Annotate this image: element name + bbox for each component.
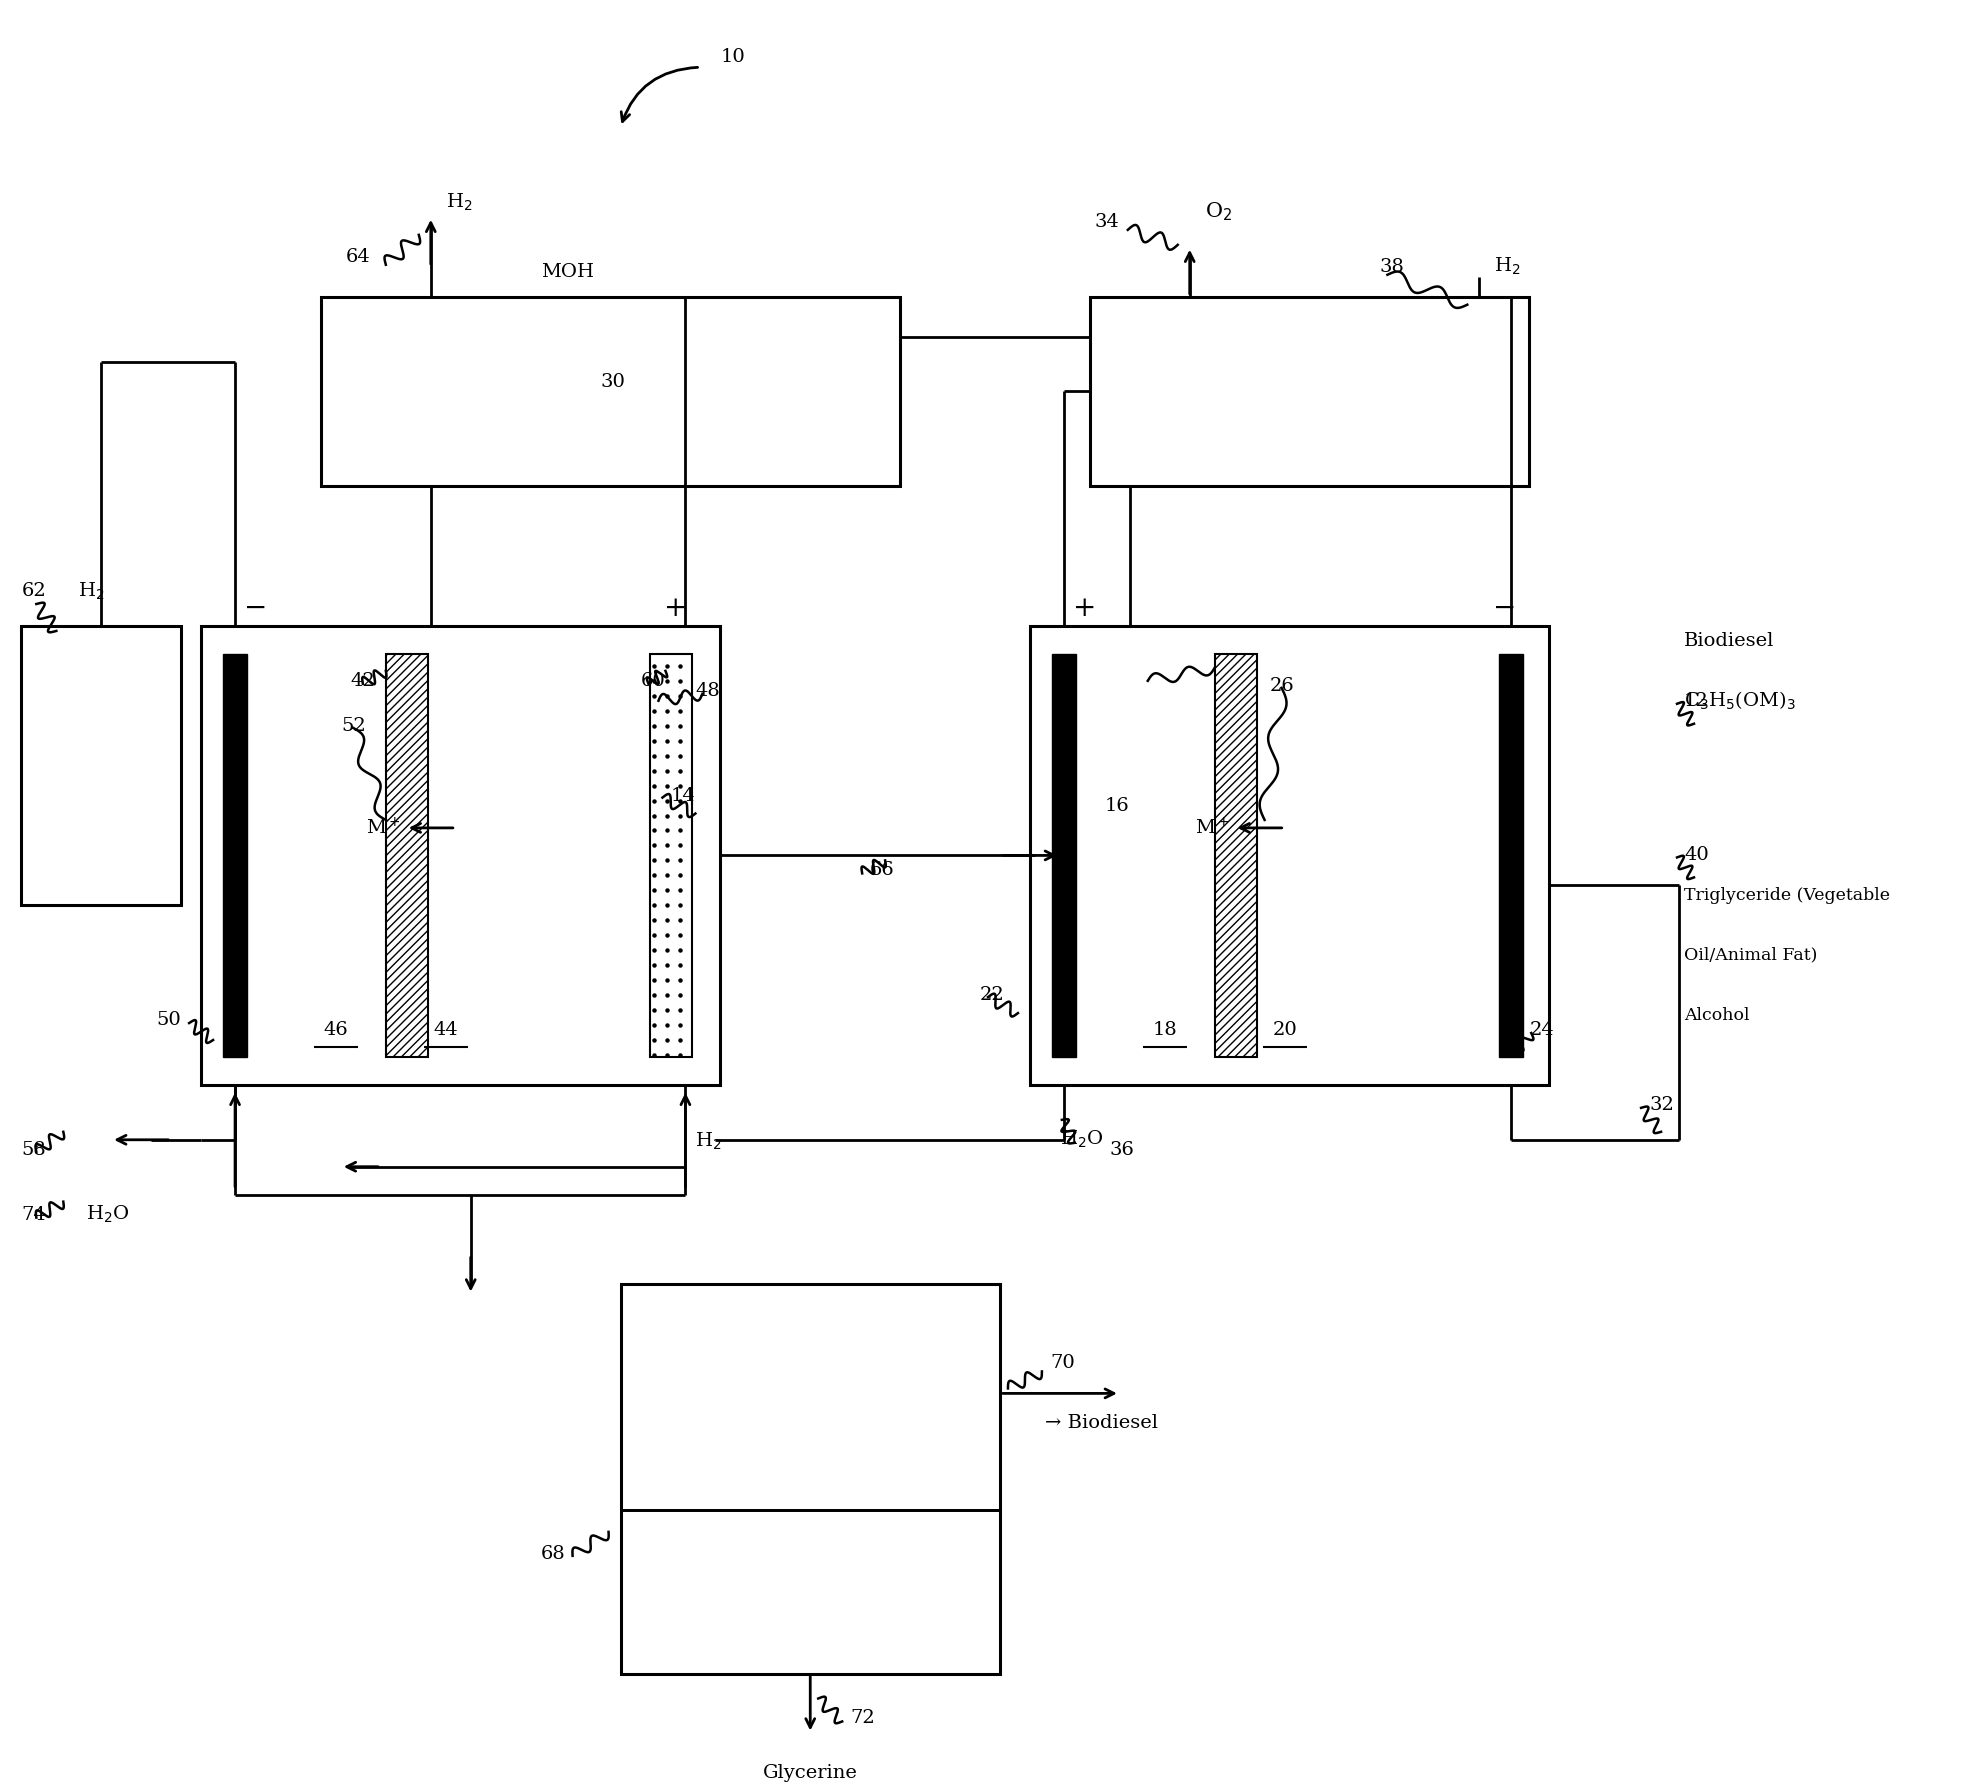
Text: 48: 48 [695, 682, 721, 700]
Text: Glycerine: Glycerine [762, 1765, 857, 1782]
Text: 68: 68 [541, 1545, 565, 1563]
Text: 64: 64 [346, 248, 371, 266]
Text: 44: 44 [433, 1022, 458, 1039]
Text: H$_2$: H$_2$ [1495, 255, 1521, 277]
Text: −: − [1493, 595, 1517, 622]
Text: 34: 34 [1094, 213, 1120, 230]
Text: −: − [245, 595, 269, 622]
Bar [620, 1284, 999, 1673]
Text: 16: 16 [1104, 797, 1130, 814]
Text: 46: 46 [324, 1022, 348, 1039]
Bar [22, 625, 182, 906]
Bar [1215, 654, 1256, 1057]
Bar [1029, 625, 1548, 1084]
Text: 66: 66 [871, 861, 895, 879]
Bar [223, 654, 247, 1057]
Text: Biodiesel: Biodiesel [1685, 632, 1774, 650]
Text: 70: 70 [1051, 1354, 1074, 1372]
Text: 24: 24 [1529, 1022, 1554, 1039]
Text: 60: 60 [640, 672, 666, 689]
Text: 40: 40 [1685, 847, 1708, 864]
Text: Alcohol: Alcohol [1685, 1007, 1750, 1023]
Text: 38: 38 [1379, 257, 1404, 275]
Bar [322, 296, 901, 486]
Text: H$_2$O: H$_2$O [87, 1204, 130, 1225]
Text: 12: 12 [1685, 691, 1708, 709]
Text: H$_2$O: H$_2$O [1061, 1129, 1104, 1150]
Text: Oil/Animal Fat): Oil/Animal Fat) [1685, 947, 1817, 964]
Text: M$^+$: M$^+$ [1195, 818, 1230, 839]
Bar [1090, 296, 1529, 486]
Text: O$_2$: O$_2$ [1205, 200, 1232, 223]
Text: 74: 74 [22, 1206, 45, 1223]
Text: +: + [664, 595, 687, 622]
Text: 14: 14 [670, 786, 695, 804]
Text: 18: 18 [1151, 1022, 1177, 1039]
Text: Triglyceride (Vegetable: Triglyceride (Vegetable [1685, 888, 1890, 904]
Bar [201, 625, 721, 1084]
Bar [1499, 654, 1523, 1057]
Text: H$_2$: H$_2$ [446, 191, 472, 213]
Text: 20: 20 [1272, 1022, 1298, 1039]
Text: +: + [1072, 595, 1096, 622]
Text: → Biodiesel: → Biodiesel [1045, 1415, 1157, 1432]
Text: MOH: MOH [541, 263, 594, 280]
Text: 10: 10 [721, 48, 745, 66]
Text: 50: 50 [156, 1011, 182, 1029]
Bar [1053, 654, 1076, 1057]
Text: C$_3$H$_5$(OM)$_3$: C$_3$H$_5$(OM)$_3$ [1685, 689, 1795, 713]
Text: 72: 72 [849, 1709, 875, 1727]
Text: 22: 22 [980, 986, 1005, 1004]
Text: 32: 32 [1649, 1097, 1675, 1114]
Text: 36: 36 [1110, 1141, 1136, 1159]
Bar [650, 654, 693, 1057]
Text: H$_2$: H$_2$ [79, 580, 105, 602]
Text: 52: 52 [342, 716, 365, 734]
Text: M$^+$: M$^+$ [365, 818, 401, 839]
Text: 62: 62 [22, 582, 45, 600]
Text: 42: 42 [352, 672, 375, 689]
Text: 58: 58 [22, 1141, 45, 1159]
Bar [385, 654, 429, 1057]
Text: 26: 26 [1270, 677, 1294, 695]
Text: 30: 30 [600, 373, 626, 391]
Text: H$_2$: H$_2$ [695, 1131, 721, 1152]
